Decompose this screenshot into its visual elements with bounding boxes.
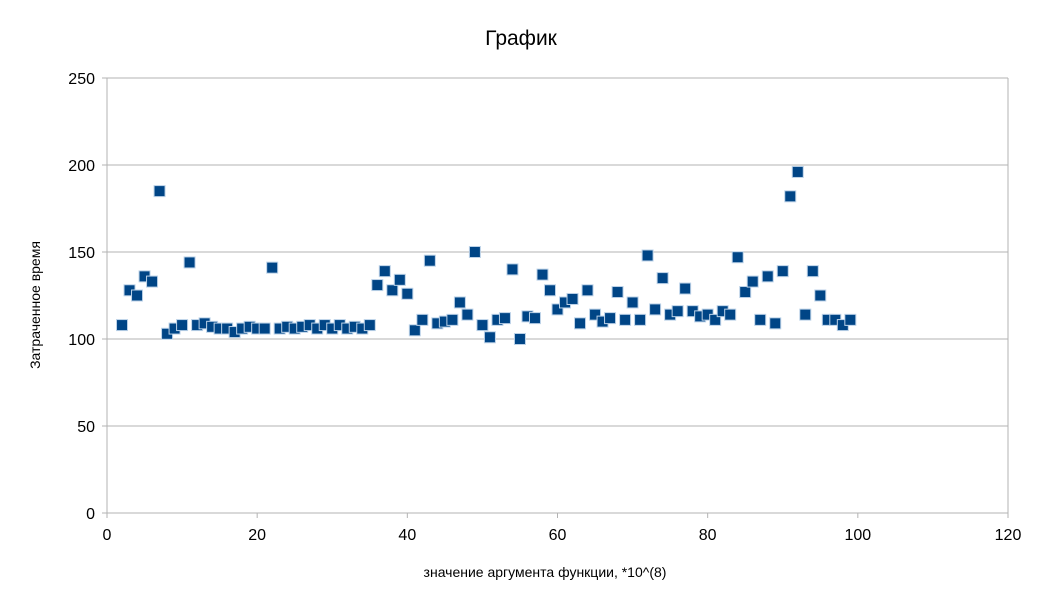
data-point xyxy=(566,292,579,305)
data-point xyxy=(513,333,526,345)
data-point xyxy=(536,268,549,281)
data-point xyxy=(634,313,647,326)
data-point xyxy=(551,303,564,316)
y-tick-label: 0 xyxy=(86,506,95,523)
data-point xyxy=(131,289,144,302)
data-point xyxy=(423,254,436,267)
x-tick-label: 40 xyxy=(398,527,416,544)
x-axis-label: значение аргумента функции, *10^(8) xyxy=(424,564,667,580)
data-point xyxy=(528,312,541,325)
data-point xyxy=(761,270,774,283)
data-point xyxy=(153,185,166,198)
data-point xyxy=(581,284,594,297)
x-tick-label: 60 xyxy=(549,527,567,544)
data-point xyxy=(656,272,669,285)
data-point xyxy=(146,275,159,288)
data-point xyxy=(611,286,624,299)
tick-labels: 0 20 40 60 80 100 120 0 50 100 150 200 250 xyxy=(68,71,1021,544)
data-point xyxy=(626,296,639,309)
data-point xyxy=(476,319,489,332)
x-tick-label: 120 xyxy=(995,527,1022,544)
data-point xyxy=(814,289,827,302)
data-point xyxy=(446,313,459,326)
data-point xyxy=(183,256,196,269)
x-tick-label: 0 xyxy=(103,527,112,544)
x-tick-label: 80 xyxy=(699,527,717,544)
data-point xyxy=(453,296,466,309)
data-point xyxy=(776,265,789,278)
data-point xyxy=(709,313,722,326)
data-point xyxy=(468,246,481,258)
data-point xyxy=(574,317,587,330)
data-point xyxy=(746,275,759,288)
data-point xyxy=(679,282,692,295)
y-tick-label: 50 xyxy=(77,419,95,436)
data-point xyxy=(724,308,737,321)
data-point xyxy=(806,265,819,278)
data-point xyxy=(731,251,744,264)
x-tick-label: 20 xyxy=(248,527,266,544)
data-point xyxy=(393,273,406,286)
data-point xyxy=(416,313,429,326)
data-point xyxy=(401,287,414,300)
axes xyxy=(102,77,1009,518)
data-point xyxy=(483,331,496,344)
data-point xyxy=(176,319,189,332)
y-tick-label: 150 xyxy=(68,245,95,262)
y-tick-label: 250 xyxy=(68,71,95,88)
data-point xyxy=(589,308,602,321)
y-tick-label: 200 xyxy=(68,158,95,175)
data-point xyxy=(386,284,399,297)
data-point xyxy=(791,165,804,178)
data-point xyxy=(649,303,662,316)
data-point xyxy=(363,319,376,332)
data-point xyxy=(769,317,782,330)
data-point xyxy=(498,312,511,325)
data-point xyxy=(754,313,767,326)
data-point xyxy=(408,324,421,337)
data-point xyxy=(543,284,556,297)
data-point xyxy=(258,322,271,335)
x-tick-label: 100 xyxy=(844,527,871,544)
data-points xyxy=(116,165,857,345)
data-point xyxy=(371,279,384,292)
data-point xyxy=(844,313,857,326)
data-point xyxy=(799,308,812,321)
data-point xyxy=(461,308,474,321)
data-point xyxy=(784,190,797,203)
gridlines xyxy=(107,77,1008,427)
data-point xyxy=(266,261,279,274)
data-point xyxy=(506,263,519,276)
data-point xyxy=(671,305,684,318)
data-point xyxy=(641,249,654,262)
data-point xyxy=(116,319,129,332)
data-point xyxy=(604,312,617,325)
data-point xyxy=(739,286,752,299)
y-tick-label: 100 xyxy=(68,332,95,349)
data-point xyxy=(619,313,632,326)
chart-title: График xyxy=(485,27,558,50)
data-point xyxy=(378,265,391,278)
y-axis-label: Затраченное время xyxy=(27,241,43,369)
